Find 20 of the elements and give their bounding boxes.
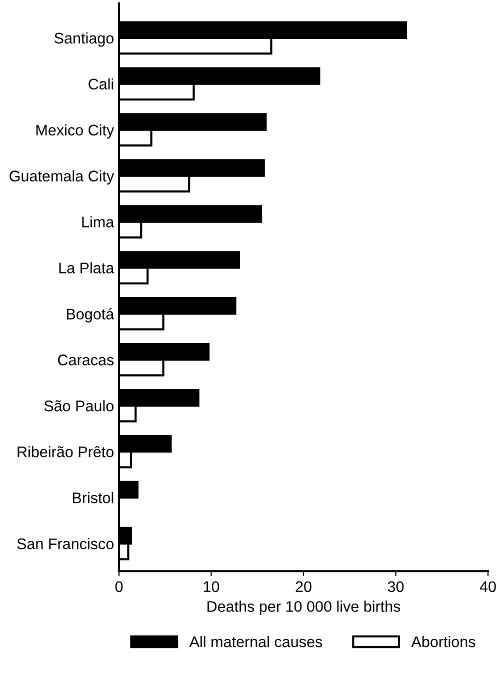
- y-tick-label: Caracas: [58, 354, 114, 366]
- y-tick-label: Ribeirão Prêto: [18, 446, 114, 458]
- x-axis-title: Deaths per 10 000 live births: [208, 600, 400, 615]
- x-tick-label: 0: [115, 581, 123, 592]
- legend-label: All maternal causes: [189, 636, 322, 648]
- y-tick-label: La Plata: [59, 262, 114, 274]
- x-tick-label: 30: [388, 581, 404, 592]
- x-tick-label: 10: [204, 581, 220, 592]
- y-tick-label: Santiago: [54, 32, 114, 47]
- y-tick-label: Cali: [88, 78, 114, 90]
- y-tick-label: São Paulo: [44, 400, 114, 412]
- y-tick-label: Bogotá: [66, 308, 114, 323]
- y-tick-label: Bristol: [72, 492, 114, 504]
- y-tick-label: Mexico City: [36, 124, 114, 139]
- y-tick-label: Lima: [82, 216, 114, 228]
- y-tick-label: San Francisco: [17, 538, 114, 550]
- x-tick-label: 20: [296, 581, 312, 592]
- legend-label: Abortions: [411, 636, 476, 648]
- y-tick-label: Guatemala City: [10, 170, 114, 185]
- x-tick-label: 40: [480, 581, 496, 592]
